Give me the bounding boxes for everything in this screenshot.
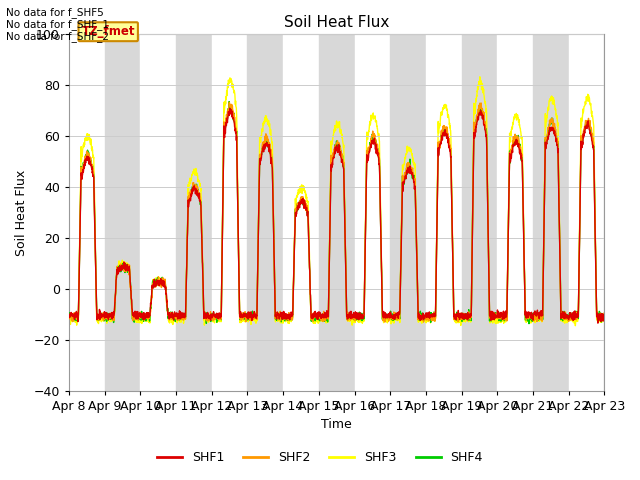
- Bar: [176, 34, 212, 391]
- Bar: [105, 34, 140, 391]
- SHF3: [628, 317, 636, 323]
- SHF2: [389, 314, 397, 320]
- SHF3: [559, 318, 567, 324]
- SHF1: [65, 313, 73, 319]
- Bar: [390, 34, 426, 391]
- Bar: [140, 34, 176, 391]
- SHF3: [389, 314, 397, 320]
- Bar: [69, 34, 105, 391]
- Bar: [355, 34, 390, 391]
- SHF1: [559, 312, 567, 318]
- Bar: [604, 34, 640, 391]
- Bar: [497, 34, 533, 391]
- Bar: [212, 34, 248, 391]
- SHF4: [525, 321, 533, 326]
- SHF4: [527, 312, 535, 318]
- Y-axis label: Soil Heat Flux: Soil Heat Flux: [15, 169, 28, 255]
- SHF2: [636, 312, 640, 318]
- Line: SHF1: SHF1: [69, 108, 640, 323]
- SHF4: [65, 311, 73, 316]
- Text: No data for f_SHF_2: No data for f_SHF_2: [6, 31, 109, 42]
- Bar: [248, 34, 283, 391]
- SHF4: [246, 316, 253, 322]
- SHF3: [245, 315, 253, 321]
- SHF4: [389, 317, 397, 323]
- SHF2: [527, 312, 534, 318]
- Line: SHF4: SHF4: [69, 102, 640, 324]
- SHF3: [636, 316, 640, 322]
- SHF2: [559, 312, 567, 318]
- SHF4: [559, 312, 567, 318]
- SHF2: [225, 99, 233, 105]
- Legend: SHF1, SHF2, SHF3, SHF4: SHF1, SHF2, SHF3, SHF4: [152, 446, 488, 469]
- SHF3: [65, 319, 73, 324]
- X-axis label: Time: Time: [321, 419, 352, 432]
- SHF2: [246, 315, 253, 321]
- Line: SHF2: SHF2: [69, 102, 640, 322]
- SHF1: [527, 314, 534, 320]
- SHF2: [122, 263, 130, 268]
- Bar: [319, 34, 355, 391]
- SHF3: [527, 316, 534, 322]
- SHF2: [65, 313, 73, 319]
- SHF1: [594, 320, 602, 326]
- SHF1: [122, 264, 130, 270]
- SHF4: [225, 99, 233, 105]
- SHF2: [628, 301, 636, 307]
- Text: No data for f_SHF_1: No data for f_SHF_1: [6, 19, 109, 30]
- Bar: [283, 34, 319, 391]
- SHF2: [634, 319, 640, 325]
- SHF4: [122, 264, 130, 270]
- SHF4: [628, 313, 636, 319]
- Text: TZ_fmet: TZ_fmet: [81, 25, 135, 38]
- SHF3: [476, 74, 484, 80]
- Line: SHF3: SHF3: [69, 77, 640, 326]
- SHF3: [122, 264, 130, 270]
- SHF1: [389, 316, 397, 322]
- SHF1: [636, 311, 640, 317]
- SHF1: [246, 314, 253, 320]
- Bar: [533, 34, 569, 391]
- Bar: [569, 34, 604, 391]
- Title: Soil Heat Flux: Soil Heat Flux: [284, 15, 389, 30]
- SHF1: [628, 309, 636, 314]
- Bar: [461, 34, 497, 391]
- Text: No data for f_SHF5: No data for f_SHF5: [6, 7, 104, 18]
- SHF4: [636, 316, 640, 322]
- Bar: [426, 34, 461, 391]
- SHF3: [572, 323, 579, 329]
- SHF1: [226, 106, 234, 111]
